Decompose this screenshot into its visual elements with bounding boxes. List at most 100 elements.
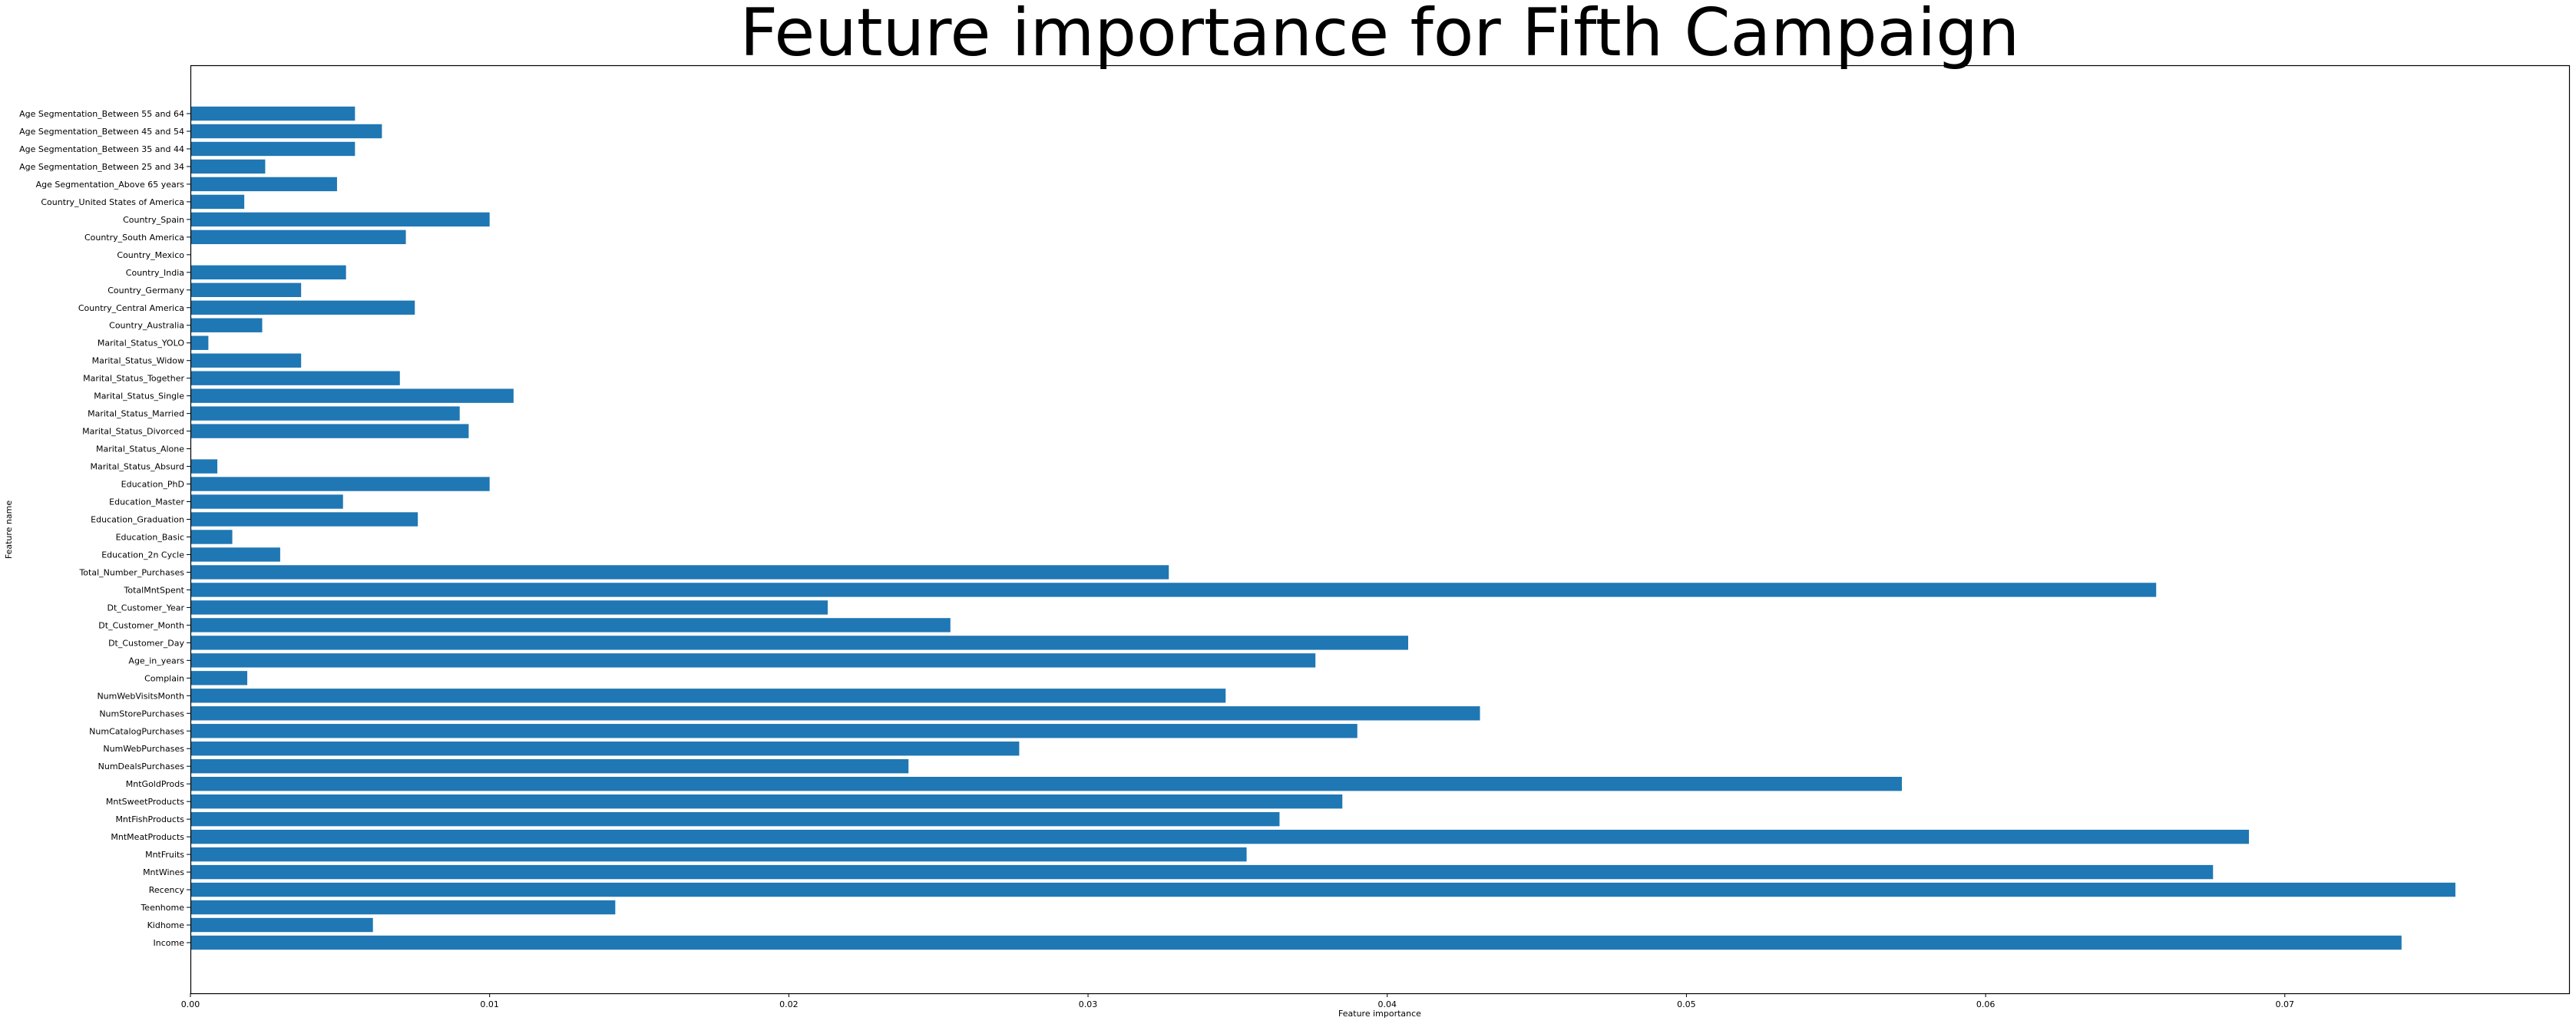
bar-38 [190,265,346,279]
x-tick-label: 0.02 [779,999,799,1009]
y-tick-label: Dt_Customer_Month [98,620,184,630]
bar-46 [190,124,382,139]
bar-29 [190,424,469,438]
bar-19 [190,600,828,615]
bar-1 [190,917,373,933]
bar-6 [190,829,2250,844]
bar-40 [190,230,406,245]
y-tick-label: Country_Spain [123,215,184,225]
y-tick-label: Country_Germany [107,286,184,296]
y-tick-label: Age Segmentation_Between 35 and 44 [19,144,184,154]
y-tick-label: Marital_Status_Single [94,391,184,401]
bar-25 [190,494,343,509]
y-tick-label: Complain [144,673,184,683]
y-tick-label: Marital_Status_Divorced [82,427,184,437]
y-tick-label: Education_Basic [116,532,184,542]
y-tick-label: Country_Central America [78,303,184,313]
y-tick-label: NumWebVisitsMonth [97,691,184,701]
x-ticks: 0.00 0.01 0.02 0.03 0.04 0.05 0.06 0.07 [181,993,2294,1009]
y-tick-label: Age Segmentation_Between 55 and 64 [19,109,184,119]
y-tick-label: Country_Mexico [117,250,184,260]
bar-10 [190,759,909,774]
bar-9 [190,777,1902,791]
bar-36 [190,300,415,315]
y-tick-label: Marital_Status_Widow [92,356,184,366]
plot-frame [190,64,2571,995]
bar-43 [190,177,337,192]
y-tick-label: Country_United States of America [41,197,184,207]
x-tick-label: 0.00 [181,999,200,1009]
bar-24 [190,512,418,527]
y-tick-label: NumDealsPurchases [98,761,185,771]
bar-44 [190,159,266,174]
y-tick-label: Country_South America [84,233,184,243]
bar-26 [190,477,490,491]
y-tick-label: Country_Australia [109,321,184,331]
bar-17 [190,636,1409,650]
x-tick-label: 0.03 [1079,999,1098,1009]
x-tick-label: 0.04 [1377,999,1397,1009]
y-tick-label: MntGoldProds [126,779,185,789]
x-tick-label: 0.01 [480,999,499,1009]
bar-15 [190,671,248,685]
bar-47 [190,106,355,121]
x-tick-label: 0.05 [1677,999,1696,1009]
bar-21 [190,565,1169,580]
bar-37 [190,282,302,297]
bar-45 [190,141,355,157]
bar-22 [190,547,280,562]
bar-11 [190,742,1020,756]
bar-12 [190,724,1357,738]
chart-title: Feuture importance for Fifth Campaign [740,0,2020,71]
bar-16 [190,653,1316,668]
bar-7 [190,811,1280,827]
y-tick-label: Dt_Customer_Day [108,638,184,648]
bar-8 [190,794,1343,809]
x-tick-label: 0.07 [2276,999,2295,1009]
y-tick-label: Education_Master [109,497,184,507]
y-tick-label: Income [154,938,185,948]
bar-27 [190,459,218,474]
y-tick-label: Recency [149,885,185,895]
y-tick-label: Age Segmentation_Between 45 and 54 [19,127,184,137]
bar-32 [190,371,400,385]
y-tick-label: MntFishProducts [115,814,184,824]
y-tick-label: NumStorePurchases [99,709,184,718]
y-tick-label: Teenhome [140,903,184,913]
bar-33 [190,353,302,368]
bar-4 [190,864,2214,880]
bar-31 [190,388,514,403]
bar-5 [190,847,1247,862]
y-tick-label: MntMeatProducts [111,832,184,842]
y-tick-label: Marital_Status_Married [88,409,184,419]
y-tick-label: Kidhome [147,920,185,930]
y-tick-label: Marital_Status_Absurd [91,462,185,472]
bar-41 [190,212,490,227]
bar-23 [190,530,233,544]
bar-0 [190,935,2402,950]
y-tick-label: Age_in_years [128,656,184,666]
y-axis-label: Feature name [4,500,14,559]
bar-14 [190,689,1226,703]
bars [190,106,2455,950]
y-tick-label: MntFruits [145,850,184,860]
y-tick-label: Marital_Status_YOLO [98,339,184,348]
y-tick-label: Marital_Status_Together [83,374,184,384]
y-tick-label: Age Segmentation_Above 65 years [36,180,185,190]
bar-3 [190,882,2455,897]
y-tick-label: Education_PhD [121,480,184,490]
bar-42 [190,194,245,210]
y-tick-label: MntSweetProducts [106,797,184,807]
bar-20 [190,583,2157,597]
bar-18 [190,618,951,633]
y-ticks: Income Kidhome Teenhome Recency MntWines MntF… [19,109,190,948]
bar-35 [190,318,263,332]
y-tick-label: Total_Number_Purchases [78,567,184,577]
bar-13 [190,706,1480,721]
bar-30 [190,406,460,421]
y-tick-label: Education_2n Cycle [101,550,184,560]
y-tick-label: NumCatalogPurchases [89,726,184,736]
x-axis-label: Feature importance [1338,1009,1421,1019]
